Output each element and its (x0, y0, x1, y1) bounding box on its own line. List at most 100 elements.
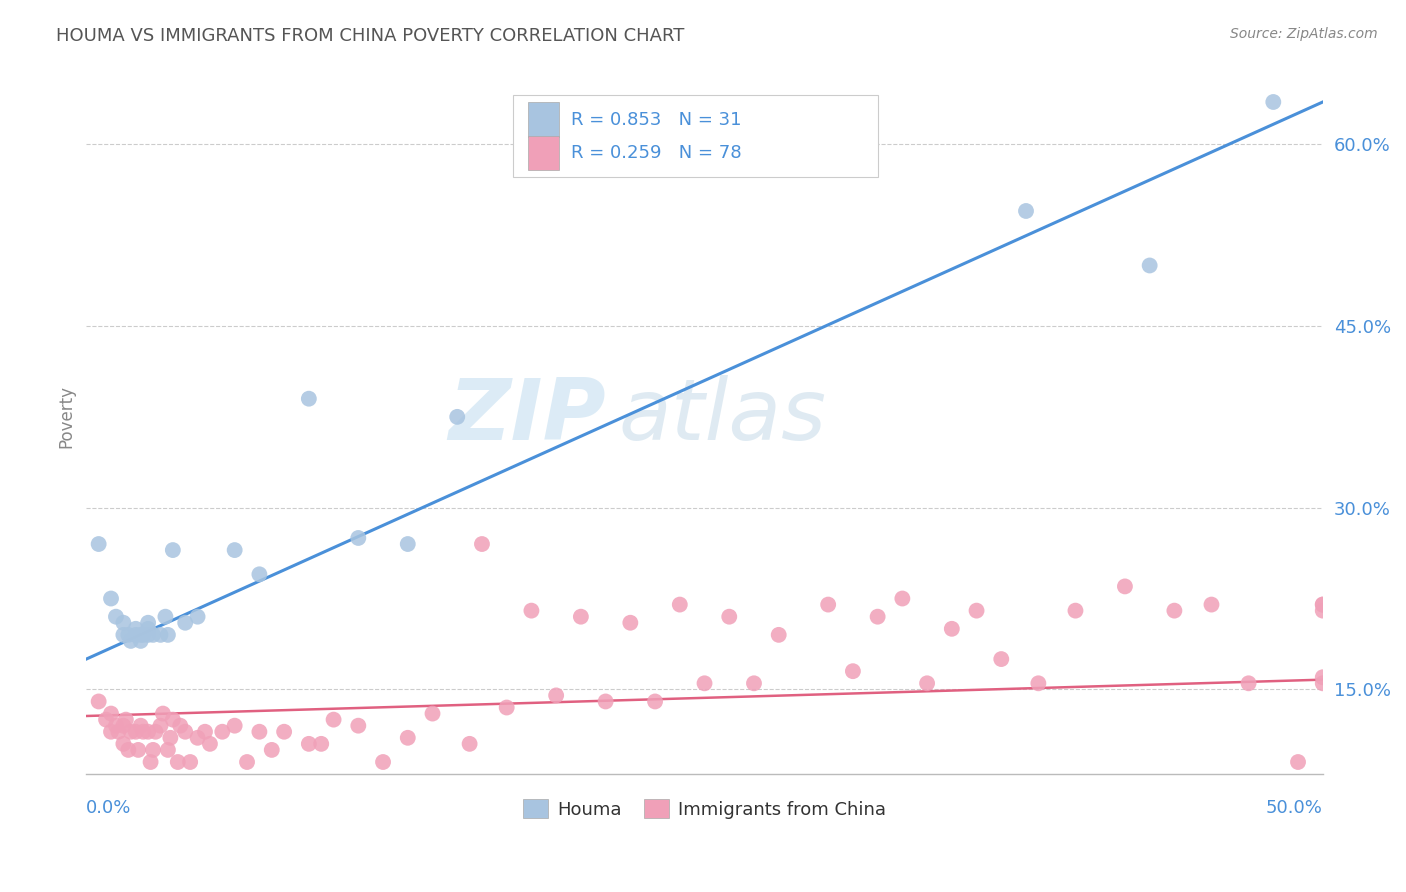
Point (941, 622, 963, 636)
Point (127, 743, 149, 757)
Point (446, 409, 468, 424)
Point (668, 598, 690, 612)
Point (1312, 604, 1334, 618)
Point (236, 755, 259, 769)
Point (247, 567, 270, 582)
Point (149, 719, 172, 733)
Text: ZIP: ZIP (449, 376, 606, 458)
Point (142, 743, 165, 757)
Point (112, 628, 135, 642)
FancyBboxPatch shape (513, 95, 877, 178)
Point (718, 609, 741, 624)
Point (211, 724, 233, 739)
Bar (527, 136, 558, 170)
Point (817, 598, 839, 612)
Point (1237, 676, 1260, 690)
Point (693, 676, 716, 690)
Point (347, 719, 370, 733)
Point (595, 694, 617, 708)
Point (136, 615, 159, 630)
Text: atlas: atlas (619, 376, 825, 458)
Point (644, 694, 666, 708)
Point (149, 628, 172, 642)
Point (396, 731, 419, 745)
Point (1312, 598, 1334, 612)
Point (273, 724, 295, 739)
Point (129, 628, 152, 642)
Point (120, 634, 142, 648)
Point (458, 737, 481, 751)
Point (422, 706, 444, 721)
Point (298, 737, 321, 751)
Point (866, 609, 889, 624)
Point (298, 392, 321, 406)
Point (569, 609, 592, 624)
Point (159, 731, 181, 745)
Point (842, 664, 865, 678)
Point (132, 628, 155, 642)
Text: Source: ZipAtlas.com: Source: ZipAtlas.com (1230, 27, 1378, 41)
Point (100, 706, 122, 721)
Text: 50.0%: 50.0% (1265, 799, 1323, 817)
Point (1312, 670, 1334, 684)
Point (156, 743, 179, 757)
Point (112, 737, 135, 751)
Point (107, 724, 129, 739)
Point (322, 713, 344, 727)
Point (224, 719, 246, 733)
Point (471, 537, 494, 551)
Point (87, 537, 110, 551)
Point (136, 628, 159, 642)
Point (1201, 598, 1223, 612)
Point (117, 628, 139, 642)
Point (145, 724, 167, 739)
Point (1163, 604, 1185, 618)
Point (174, 615, 197, 630)
Point (1263, 95, 1285, 109)
Point (104, 719, 127, 733)
Point (117, 743, 139, 757)
Point (347, 531, 370, 545)
Point (120, 724, 142, 739)
Point (1015, 204, 1038, 219)
Point (152, 706, 174, 721)
Point (112, 615, 135, 630)
Point (520, 604, 543, 618)
Point (174, 724, 197, 739)
Point (104, 609, 127, 624)
Point (179, 755, 201, 769)
Point (125, 628, 148, 642)
Point (966, 604, 988, 618)
Point (132, 724, 155, 739)
Point (1286, 755, 1309, 769)
Text: HOUMA VS IMMIGRANTS FROM CHINA POVERTY CORRELATION CHART: HOUMA VS IMMIGRANTS FROM CHINA POVERTY C… (56, 27, 685, 45)
Y-axis label: Poverty: Poverty (58, 385, 75, 449)
Point (94, 713, 117, 727)
Point (187, 731, 209, 745)
Point (495, 700, 517, 714)
Bar (527, 103, 558, 136)
Legend: Houma, Immigrants from China: Houma, Immigrants from China (516, 792, 893, 826)
Text: R = 0.853   N = 31: R = 0.853 N = 31 (571, 111, 741, 128)
Point (139, 755, 162, 769)
Point (100, 724, 122, 739)
Point (136, 622, 159, 636)
Point (768, 628, 790, 642)
Point (162, 713, 184, 727)
Point (100, 591, 122, 606)
Point (891, 591, 914, 606)
Point (990, 652, 1012, 666)
Point (619, 615, 641, 630)
Point (260, 743, 283, 757)
Point (115, 713, 138, 727)
Point (129, 719, 152, 733)
Point (162, 543, 184, 558)
Point (1312, 676, 1334, 690)
Point (1064, 604, 1087, 618)
Point (546, 689, 568, 703)
Point (915, 676, 938, 690)
Point (166, 755, 188, 769)
Point (125, 622, 148, 636)
Point (142, 628, 165, 642)
Point (742, 676, 765, 690)
